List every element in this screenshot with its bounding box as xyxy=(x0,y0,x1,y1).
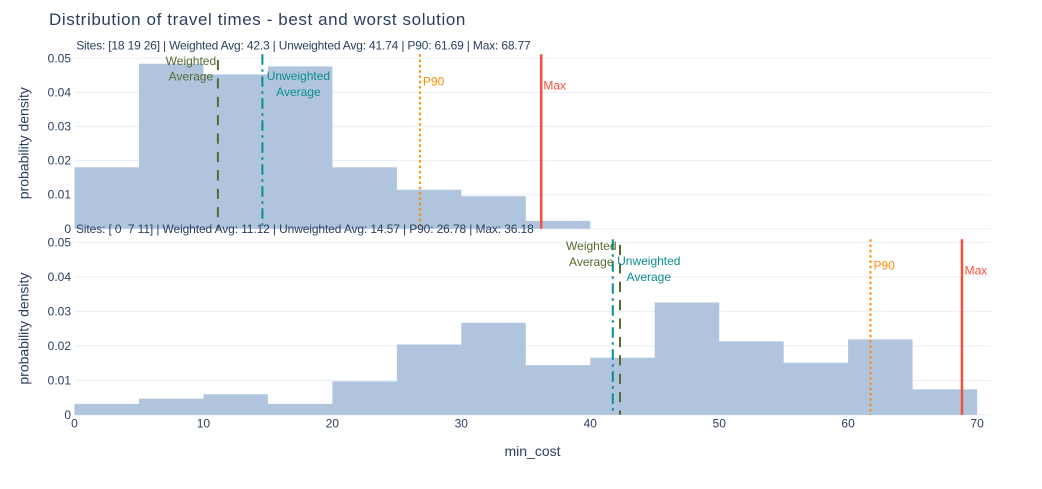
svg-text:Average: Average xyxy=(276,85,321,99)
svg-text:0.05: 0.05 xyxy=(48,235,72,249)
svg-text:Max: Max xyxy=(965,264,988,278)
svg-text:0.03: 0.03 xyxy=(48,304,72,318)
svg-text:Unweighted: Unweighted xyxy=(267,69,330,83)
svg-text:P90: P90 xyxy=(874,259,896,273)
svg-text:0.04: 0.04 xyxy=(48,270,72,284)
svg-text:Sites: [ 0 7 11] | Weighted A: Sites: [ 0 7 11] | Weighted Avg: 11.12 |… xyxy=(76,222,534,236)
svg-text:50: 50 xyxy=(713,417,727,431)
svg-text:Sites: [18 19 26] | Weighted A: Sites: [18 19 26] | Weighted Avg: 42.3 |… xyxy=(76,38,531,52)
svg-text:0.04: 0.04 xyxy=(48,85,72,99)
svg-text:min_cost: min_cost xyxy=(504,443,560,459)
svg-text:0.01: 0.01 xyxy=(48,188,72,202)
svg-text:0.01: 0.01 xyxy=(48,373,72,387)
svg-text:40: 40 xyxy=(584,417,598,431)
svg-text:P90: P90 xyxy=(423,75,445,89)
svg-text:20: 20 xyxy=(326,417,340,431)
svg-text:Distribution of travel times -: Distribution of travel times - best and … xyxy=(49,10,466,29)
svg-text:Max: Max xyxy=(543,78,566,92)
svg-text:probability density: probability density xyxy=(16,273,32,385)
svg-text:10: 10 xyxy=(197,417,211,431)
svg-text:0: 0 xyxy=(64,408,71,422)
svg-text:30: 30 xyxy=(455,417,469,431)
svg-text:0.05: 0.05 xyxy=(48,51,72,65)
svg-text:probability density: probability density xyxy=(16,87,32,199)
svg-text:Weighted: Weighted xyxy=(166,54,216,68)
svg-text:0.02: 0.02 xyxy=(48,154,72,168)
svg-text:Average: Average xyxy=(627,270,672,284)
svg-text:0.03: 0.03 xyxy=(48,120,72,134)
svg-text:Average: Average xyxy=(169,70,214,84)
svg-text:0: 0 xyxy=(71,417,78,431)
svg-text:0: 0 xyxy=(64,222,71,236)
svg-text:60: 60 xyxy=(841,417,855,431)
svg-text:Average: Average xyxy=(569,255,614,269)
svg-text:Unweighted: Unweighted xyxy=(617,254,680,268)
svg-text:70: 70 xyxy=(970,417,984,431)
svg-text:0.02: 0.02 xyxy=(48,339,72,353)
svg-text:Weighted: Weighted xyxy=(566,239,616,253)
